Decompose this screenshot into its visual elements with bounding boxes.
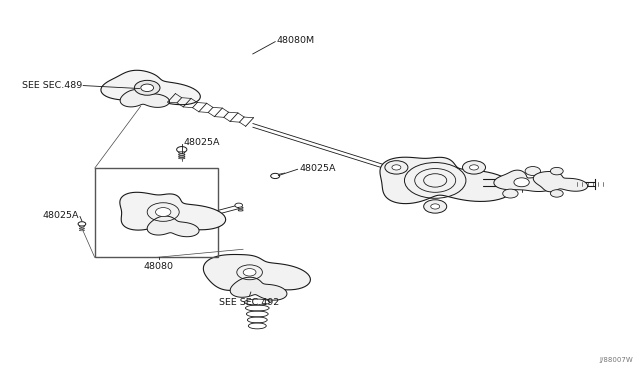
Text: 48080M: 48080M: [276, 36, 315, 45]
Circle shape: [424, 200, 447, 213]
Circle shape: [156, 208, 171, 217]
Circle shape: [271, 173, 280, 179]
Polygon shape: [120, 192, 226, 230]
Ellipse shape: [79, 230, 84, 231]
Polygon shape: [533, 171, 588, 192]
Circle shape: [78, 222, 86, 226]
Ellipse shape: [79, 228, 84, 229]
Circle shape: [385, 161, 408, 174]
Polygon shape: [147, 216, 199, 237]
Polygon shape: [230, 277, 287, 300]
Circle shape: [235, 203, 243, 208]
Circle shape: [431, 204, 440, 209]
Circle shape: [525, 167, 540, 176]
Circle shape: [502, 189, 518, 198]
Text: 48025A: 48025A: [184, 138, 220, 147]
Ellipse shape: [179, 157, 185, 159]
Polygon shape: [380, 157, 513, 203]
Text: 48025A: 48025A: [42, 211, 79, 220]
Text: 48080: 48080: [144, 262, 173, 271]
Ellipse shape: [238, 207, 243, 208]
Text: J/88007W: J/88007W: [600, 357, 634, 363]
Circle shape: [392, 165, 401, 170]
Circle shape: [463, 161, 486, 174]
Text: SEE SEC.489: SEE SEC.489: [22, 81, 82, 90]
Bar: [95, 168, 218, 257]
Text: SEE SEC.492: SEE SEC.492: [220, 298, 280, 307]
Ellipse shape: [79, 226, 84, 227]
Polygon shape: [120, 90, 170, 108]
Polygon shape: [101, 70, 200, 105]
Circle shape: [550, 190, 563, 197]
Ellipse shape: [179, 155, 185, 157]
Circle shape: [514, 178, 529, 187]
Polygon shape: [494, 170, 555, 192]
Circle shape: [134, 80, 160, 95]
Circle shape: [177, 147, 187, 153]
Ellipse shape: [179, 152, 185, 153]
Circle shape: [470, 165, 479, 170]
Circle shape: [550, 167, 563, 175]
Text: 48025A: 48025A: [300, 164, 336, 173]
Ellipse shape: [238, 210, 243, 211]
Circle shape: [243, 269, 256, 276]
Polygon shape: [204, 254, 310, 291]
Ellipse shape: [179, 154, 185, 155]
Circle shape: [141, 84, 154, 92]
Ellipse shape: [238, 208, 243, 209]
